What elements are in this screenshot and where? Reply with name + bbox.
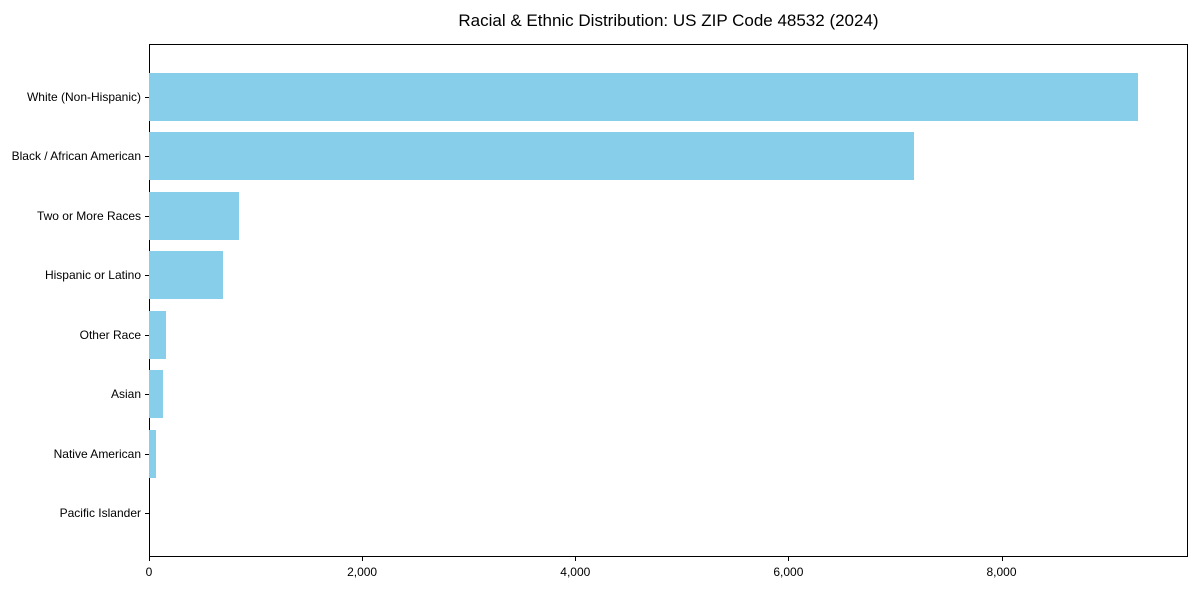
- y-tick-mark: [145, 453, 149, 455]
- y-tick-label-hispanic-or-latino: Hispanic or Latino: [44, 268, 141, 283]
- x-tick-mark: [788, 557, 790, 561]
- y-tick-mark: [145, 156, 149, 158]
- y-tick-mark: [145, 334, 149, 336]
- y-tick-label-other-race: Other Race: [79, 327, 141, 342]
- bar-white-non-hispanic: [149, 73, 1138, 121]
- y-tick-label-white-non-hispanic: White (Non-Hispanic): [26, 90, 141, 104]
- bar-asian: [149, 370, 163, 419]
- x-tick-mark: [149, 557, 150, 561]
- x-tick-mark: [575, 557, 577, 561]
- x-tick-label: 4,000: [560, 565, 591, 579]
- bar-black-african-american: [149, 132, 915, 181]
- x-tick-label: 8,000: [986, 565, 1017, 579]
- bar-other-race: [149, 310, 166, 359]
- bar-hispanic-or-latino: [149, 251, 223, 300]
- y-tick-mark: [145, 394, 149, 396]
- x-tick-label: 2,000: [347, 565, 378, 579]
- y-tick-label-pacific-islander: Pacific Islander: [59, 506, 141, 520]
- y-tick-mark: [145, 215, 149, 217]
- plot-area: [149, 44, 1188, 557]
- x-tick-label: 0: [145, 565, 153, 579]
- y-tick-label-black-african-american: Black / African American: [11, 149, 141, 164]
- bar-two-or-more-races: [149, 191, 239, 240]
- chart-title: Racial & Ethnic Distribution: US ZIP Cod…: [458, 11, 879, 30]
- x-tick-mark: [1001, 557, 1003, 561]
- y-tick-label-asian: Asian: [110, 387, 141, 402]
- y-tick-label-native-american: Native American: [53, 446, 141, 461]
- bar-native-american: [149, 429, 156, 478]
- y-tick-label-two-or-more-races: Two or More Races: [36, 208, 141, 223]
- x-tick-label: 6,000: [773, 565, 804, 579]
- x-tick-mark: [362, 557, 364, 561]
- y-tick-mark: [145, 275, 149, 277]
- y-tick-mark: [145, 513, 149, 514]
- y-tick-mark: [145, 97, 149, 98]
